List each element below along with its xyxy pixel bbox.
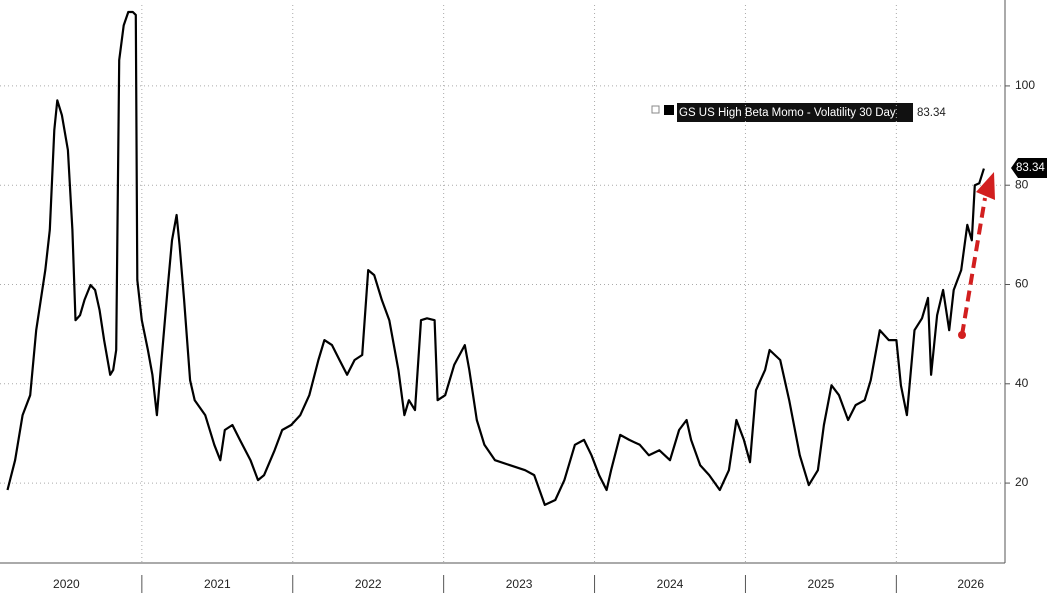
last-value-tag	[1011, 158, 1047, 178]
last-value-label: 83.34	[1016, 162, 1045, 174]
trend-arrow-start	[958, 331, 966, 339]
trend-arrow-head	[976, 172, 995, 200]
x-tick-label: 2022	[355, 577, 382, 591]
legend-toggle[interactable]	[651, 105, 660, 114]
x-tick-label: 2021	[204, 577, 231, 591]
x-tick-label: 2020	[53, 577, 80, 591]
trend-arrow	[960, 197, 987, 336]
y-tick-label: 40	[1015, 376, 1029, 390]
x-tick-label: 2023	[506, 577, 533, 591]
legend: GS US High Beta Momo - Volatility 30 Day…	[651, 103, 946, 122]
legend-label: GS US High Beta Momo - Volatility 30 Day	[679, 107, 896, 119]
y-tick-label: 80	[1015, 177, 1029, 191]
y-tick-label: 60	[1015, 277, 1029, 291]
x-tick-label: 2024	[657, 577, 684, 591]
x-tick-label: 2026	[957, 577, 984, 591]
x-tick-label: 2025	[808, 577, 835, 591]
plot-area: 20 40 60 80 100 2020 2021 2022 2023 2024 2025 2026	[0, 5, 1035, 593]
legend-swatch	[664, 105, 674, 115]
legend-highlight	[677, 103, 913, 122]
line-series	[6, 10, 985, 506]
legend-value: 83.34	[917, 107, 946, 119]
y-tick-label: 20	[1015, 475, 1029, 489]
y-tick-label: 100	[1015, 78, 1035, 92]
